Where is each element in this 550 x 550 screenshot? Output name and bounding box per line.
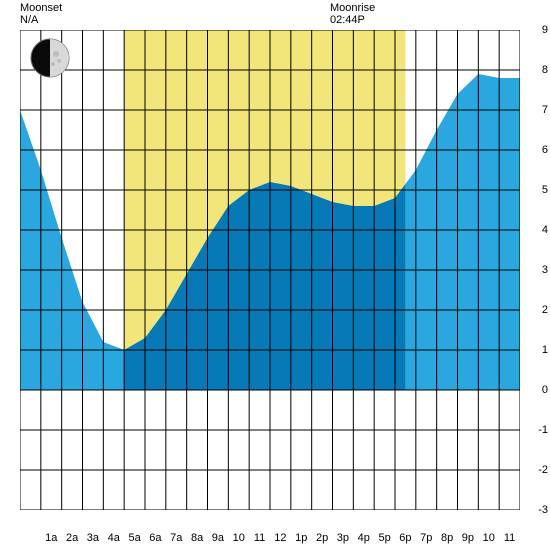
y-tick-label: -2 xyxy=(538,464,548,476)
x-tick-label: 8p xyxy=(441,532,453,544)
tide-chart-container: Moonset N/A Moonrise 02:44P -3-2-1012345… xyxy=(0,0,550,550)
y-tick-label: -1 xyxy=(538,424,548,436)
chart-header: Moonset N/A Moonrise 02:44P xyxy=(20,2,520,30)
x-tick-label: 7a xyxy=(170,532,182,544)
y-tick-label: 9 xyxy=(542,24,548,36)
x-tick-label: 5p xyxy=(378,532,390,544)
x-tick-label: 6a xyxy=(149,532,161,544)
x-tick-label: 7p xyxy=(420,532,432,544)
x-tick-label: 11 xyxy=(504,532,515,544)
y-axis-labels: -3-2-10123456789 xyxy=(530,30,548,510)
y-tick-label: 4 xyxy=(542,224,548,236)
x-tick-label: 4a xyxy=(108,532,120,544)
x-tick-label: 11 xyxy=(254,532,265,544)
moon-phase-icon xyxy=(30,38,70,81)
y-tick-label: 3 xyxy=(542,264,548,276)
moonset-block: Moonset N/A xyxy=(20,2,62,26)
x-tick-label: 6p xyxy=(399,532,411,544)
x-tick-label: 1a xyxy=(45,532,57,544)
x-tick-label: 5a xyxy=(128,532,140,544)
x-tick-label: 9a xyxy=(212,532,224,544)
y-tick-label: 5 xyxy=(542,184,548,196)
x-tick-label: 3p xyxy=(337,532,349,544)
moonset-value: N/A xyxy=(20,14,62,26)
y-tick-label: 7 xyxy=(542,104,548,116)
chart-svg xyxy=(20,30,520,510)
x-axis-labels: 1a 2a 3a 4a 5a 6a 7a 8a 9a 10 11 12 1p 2p 3p 4p 5p 6p 7p 8p… xyxy=(20,532,520,546)
y-tick-label: 8 xyxy=(542,64,548,76)
x-tick-label: 3a xyxy=(87,532,99,544)
x-tick-label: 2a xyxy=(66,532,78,544)
y-tick-label: 6 xyxy=(542,144,548,156)
moonrise-block: Moonrise 02:44P xyxy=(330,2,375,26)
x-tick-label: 9p xyxy=(462,532,474,544)
x-tick-label: 1p xyxy=(295,532,307,544)
y-tick-label: 1 xyxy=(542,344,548,356)
x-tick-label: 2p xyxy=(316,532,328,544)
x-tick-label: 12 xyxy=(274,532,286,544)
moonrise-value: 02:44P xyxy=(330,14,375,26)
moonset-label: Moonset xyxy=(20,2,62,14)
x-tick-label: 8a xyxy=(191,532,203,544)
y-tick-label: 0 xyxy=(542,384,548,396)
x-tick-label: 10 xyxy=(233,532,245,544)
moonrise-label: Moonrise xyxy=(330,2,375,14)
x-tick-label: 4p xyxy=(358,532,370,544)
x-tick-label: 10 xyxy=(483,532,495,544)
y-tick-label: -3 xyxy=(538,504,548,516)
y-tick-label: 2 xyxy=(542,304,548,316)
chart-plot-area xyxy=(20,30,520,510)
